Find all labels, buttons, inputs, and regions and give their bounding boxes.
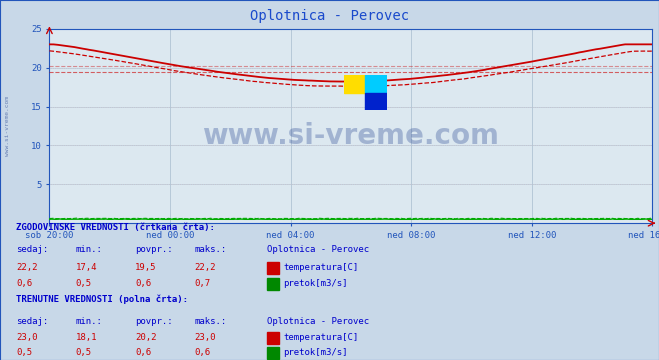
Text: temperatura[C]: temperatura[C] — [283, 263, 358, 272]
Bar — [344, 76, 366, 93]
Bar — [366, 76, 387, 93]
Bar — [366, 93, 387, 111]
Text: povpr.:: povpr.: — [135, 317, 173, 326]
Text: 23,0: 23,0 — [16, 333, 38, 342]
Text: 0,5: 0,5 — [76, 279, 92, 288]
Text: ZGODOVINSKE VREDNOSTI (črtkana črta):: ZGODOVINSKE VREDNOSTI (črtkana črta): — [16, 223, 215, 232]
Text: 22,2: 22,2 — [16, 263, 38, 272]
Text: 17,4: 17,4 — [76, 263, 98, 272]
Text: 18,1: 18,1 — [76, 333, 98, 342]
Text: 19,5: 19,5 — [135, 263, 157, 272]
Text: 0,6: 0,6 — [16, 279, 32, 288]
Text: 0,6: 0,6 — [135, 348, 151, 357]
Text: 0,5: 0,5 — [16, 348, 32, 357]
Text: pretok[m3/s]: pretok[m3/s] — [283, 279, 348, 288]
Text: maks.:: maks.: — [194, 245, 227, 254]
Text: www.si-vreme.com: www.si-vreme.com — [5, 96, 11, 156]
Text: 0,6: 0,6 — [135, 279, 151, 288]
Text: povpr.:: povpr.: — [135, 245, 173, 254]
Text: sedaj:: sedaj: — [16, 317, 49, 326]
Text: maks.:: maks.: — [194, 317, 227, 326]
Text: min.:: min.: — [76, 245, 103, 254]
Text: 0,7: 0,7 — [194, 279, 210, 288]
Text: Oplotnica - Perovec: Oplotnica - Perovec — [267, 245, 369, 254]
Text: Oplotnica - Perovec: Oplotnica - Perovec — [250, 9, 409, 23]
Text: 23,0: 23,0 — [194, 333, 216, 342]
Text: Oplotnica - Perovec: Oplotnica - Perovec — [267, 317, 369, 326]
Text: 22,2: 22,2 — [194, 263, 216, 272]
Text: 0,6: 0,6 — [194, 348, 210, 357]
Text: 20,2: 20,2 — [135, 333, 157, 342]
Text: pretok[m3/s]: pretok[m3/s] — [283, 348, 348, 357]
Text: sedaj:: sedaj: — [16, 245, 49, 254]
Text: TRENUTNE VREDNOSTI (polna črta):: TRENUTNE VREDNOSTI (polna črta): — [16, 295, 188, 304]
Text: 0,5: 0,5 — [76, 348, 92, 357]
Text: min.:: min.: — [76, 317, 103, 326]
Text: temperatura[C]: temperatura[C] — [283, 333, 358, 342]
Text: www.si-vreme.com: www.si-vreme.com — [202, 122, 500, 150]
